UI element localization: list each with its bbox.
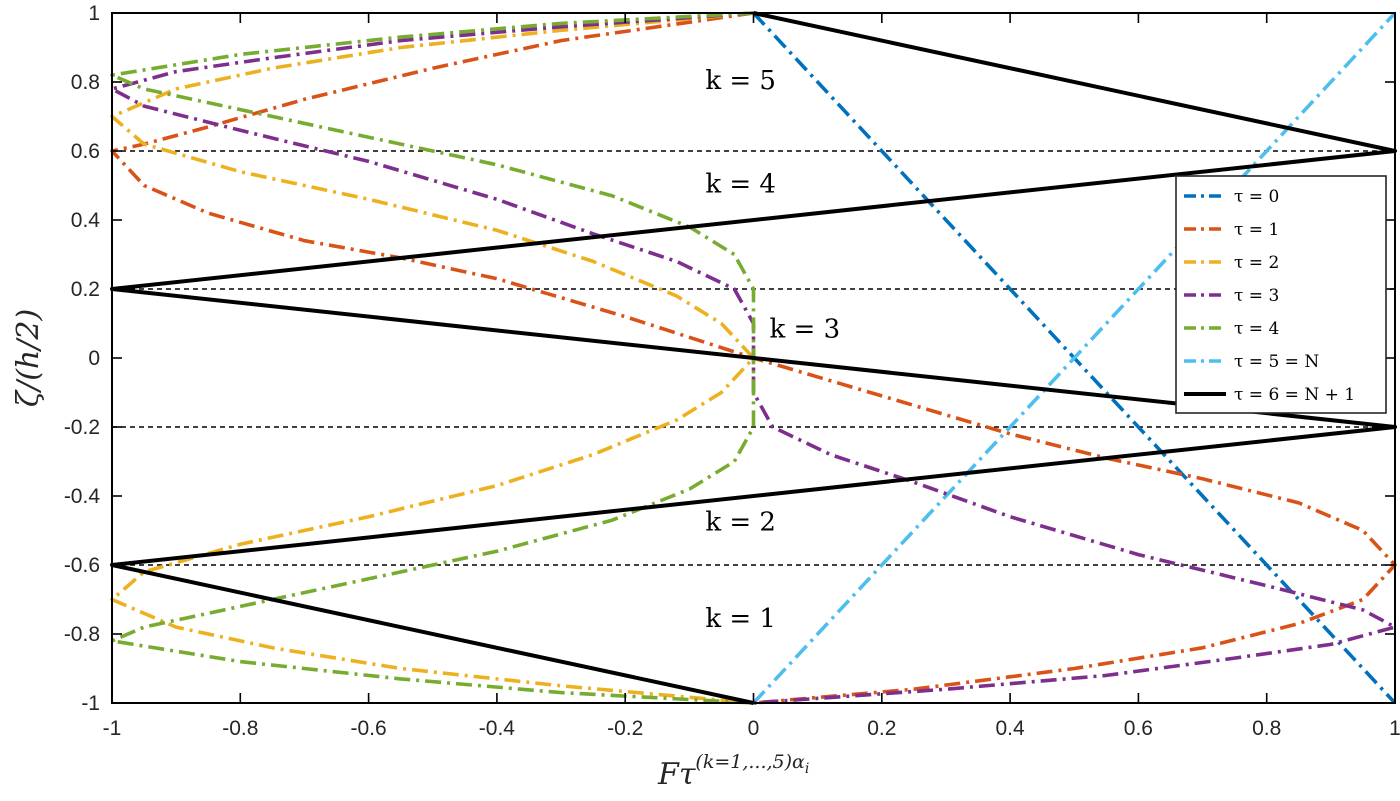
x-tick-label: -0.2 bbox=[607, 717, 643, 740]
x-tick-label: 0 bbox=[748, 717, 760, 740]
x-axis-title-main: Fτ bbox=[657, 757, 696, 792]
y-tick-label: -1 bbox=[81, 692, 100, 715]
layer-label-3: k = 3 bbox=[770, 314, 841, 344]
y-tick-label: 1 bbox=[88, 2, 100, 25]
y-tick-label: 0 bbox=[88, 347, 100, 370]
y-axis-title: ζ/(h/2) bbox=[11, 309, 46, 407]
series-line-tau-6 bbox=[110, 11, 1397, 705]
series-line-tau-2 bbox=[110, 11, 756, 705]
legend-label-1: τ = 1 bbox=[1234, 220, 1279, 240]
y-tick-label: -0.4 bbox=[64, 485, 101, 508]
x-axis-title-subscript: i bbox=[805, 761, 809, 777]
x-tick-label: -0.4 bbox=[479, 717, 516, 740]
series-layer bbox=[110, 11, 1397, 705]
x-axis-title-superscript: (k=1,...,5)α bbox=[695, 751, 805, 773]
x-tick-label: 0.6 bbox=[1124, 717, 1153, 740]
x-tick-label: 1 bbox=[1389, 717, 1400, 740]
layer-label-2: k = 2 bbox=[705, 508, 776, 538]
layer-label-4: k = 4 bbox=[705, 169, 776, 199]
legend-label-2: τ = 2 bbox=[1234, 253, 1279, 273]
y-tick-label: 0.6 bbox=[71, 140, 100, 163]
legend-label-5: τ = 5 = N bbox=[1234, 352, 1319, 372]
legend-label-6: τ = 6 = N + 1 bbox=[1234, 385, 1355, 405]
x-tick-label: -0.8 bbox=[222, 717, 258, 740]
x-tick-label: 0.2 bbox=[867, 717, 896, 740]
layer-label-5: k = 5 bbox=[705, 66, 776, 96]
legend-box bbox=[1175, 175, 1387, 414]
x-tick-label: 0.8 bbox=[1252, 717, 1281, 740]
y-tick-label: 0.8 bbox=[71, 71, 100, 94]
y-tick-label: 0.4 bbox=[71, 209, 101, 232]
y-tick-label: -0.2 bbox=[64, 416, 100, 439]
legend-label-3: τ = 3 bbox=[1234, 286, 1279, 306]
x-axis-title: Fτ(k=1,...,5)αi bbox=[657, 751, 809, 792]
legend-label-4: τ = 4 bbox=[1234, 319, 1279, 339]
layer-labels: k = 1 k = 2 k = 3 k = 4 k = 5 bbox=[705, 66, 840, 634]
x-tick-label: -0.6 bbox=[351, 717, 387, 740]
y-tick-label: -0.8 bbox=[64, 623, 100, 646]
x-tick-label: -1 bbox=[103, 717, 122, 740]
legend: τ = 0 τ = 1 τ = 2 τ = 3 τ = 4 τ = 5 = N τ = 6 … bbox=[1175, 175, 1387, 414]
x-tick-label: 0.4 bbox=[995, 717, 1025, 740]
axis-ticks: -1 -0.8 -0.6 -0.4 -0.2 0 0.2 0.4 0.6 0.8 1 -1 -0.8 -0… bbox=[64, 2, 1400, 740]
legend-label-0: τ = 0 bbox=[1234, 187, 1279, 207]
layer-label-1: k = 1 bbox=[705, 604, 776, 634]
y-tick-label: -0.6 bbox=[64, 554, 100, 577]
y-tick-label: 0.2 bbox=[71, 278, 100, 301]
